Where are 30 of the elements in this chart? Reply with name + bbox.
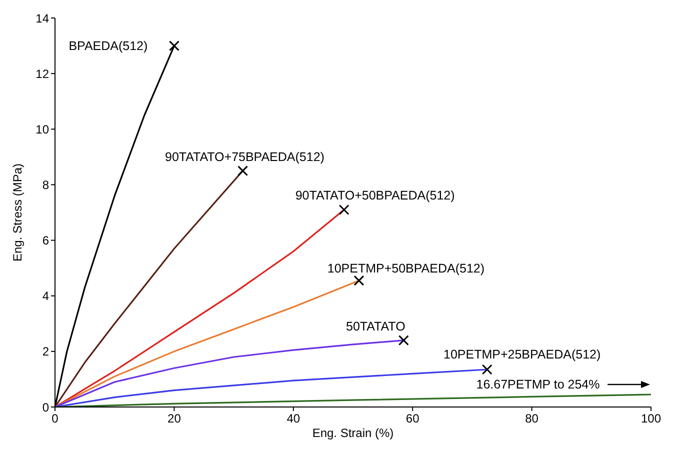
line-series [55, 340, 404, 407]
x-tick-label: 40 [286, 412, 300, 426]
point [482, 364, 492, 375]
y-tick-label: 10 [36, 122, 50, 136]
y-tick-label: 8 [42, 178, 50, 192]
annotation: 90TATATO+75BPAEDA(512) [165, 150, 324, 164]
annotation: 50TATATO [346, 319, 406, 334]
point [354, 275, 364, 286]
y-tick-label: 14 [36, 11, 50, 26]
annotation: 16.67PETMP to 254% [476, 377, 600, 392]
x-tick-label: 0 [52, 412, 59, 426]
y-tick-label: 6 [42, 234, 50, 248]
point [168, 40, 180, 52]
annotation: 90TATATO+50BPAEDA(512) [295, 188, 455, 203]
y-tick-label: 0 [42, 400, 50, 414]
point [237, 166, 248, 176]
x-axis-title: Eng. Strain (%) [312, 426, 394, 440]
x-tick-label: 80 [525, 412, 539, 426]
point [398, 335, 409, 346]
annotation: BPAEDA(512) [68, 38, 148, 53]
x-tick-label: 20 [168, 412, 182, 426]
y-tick-label: 4 [42, 289, 50, 304]
y-tick-label: 2 [42, 344, 50, 359]
x-tick-label: 100 [640, 412, 662, 426]
annotation: 10PETMP+50BPAEDA(512) [327, 262, 485, 276]
point [338, 204, 350, 215]
y-tick-label: 12 [36, 66, 50, 81]
x-tick-label: 60 [406, 412, 420, 426]
annotation: 10PETMP+25BPAEDA(512) [444, 347, 601, 362]
y-axis-title: Eng. Stress (MPa) [10, 163, 24, 262]
